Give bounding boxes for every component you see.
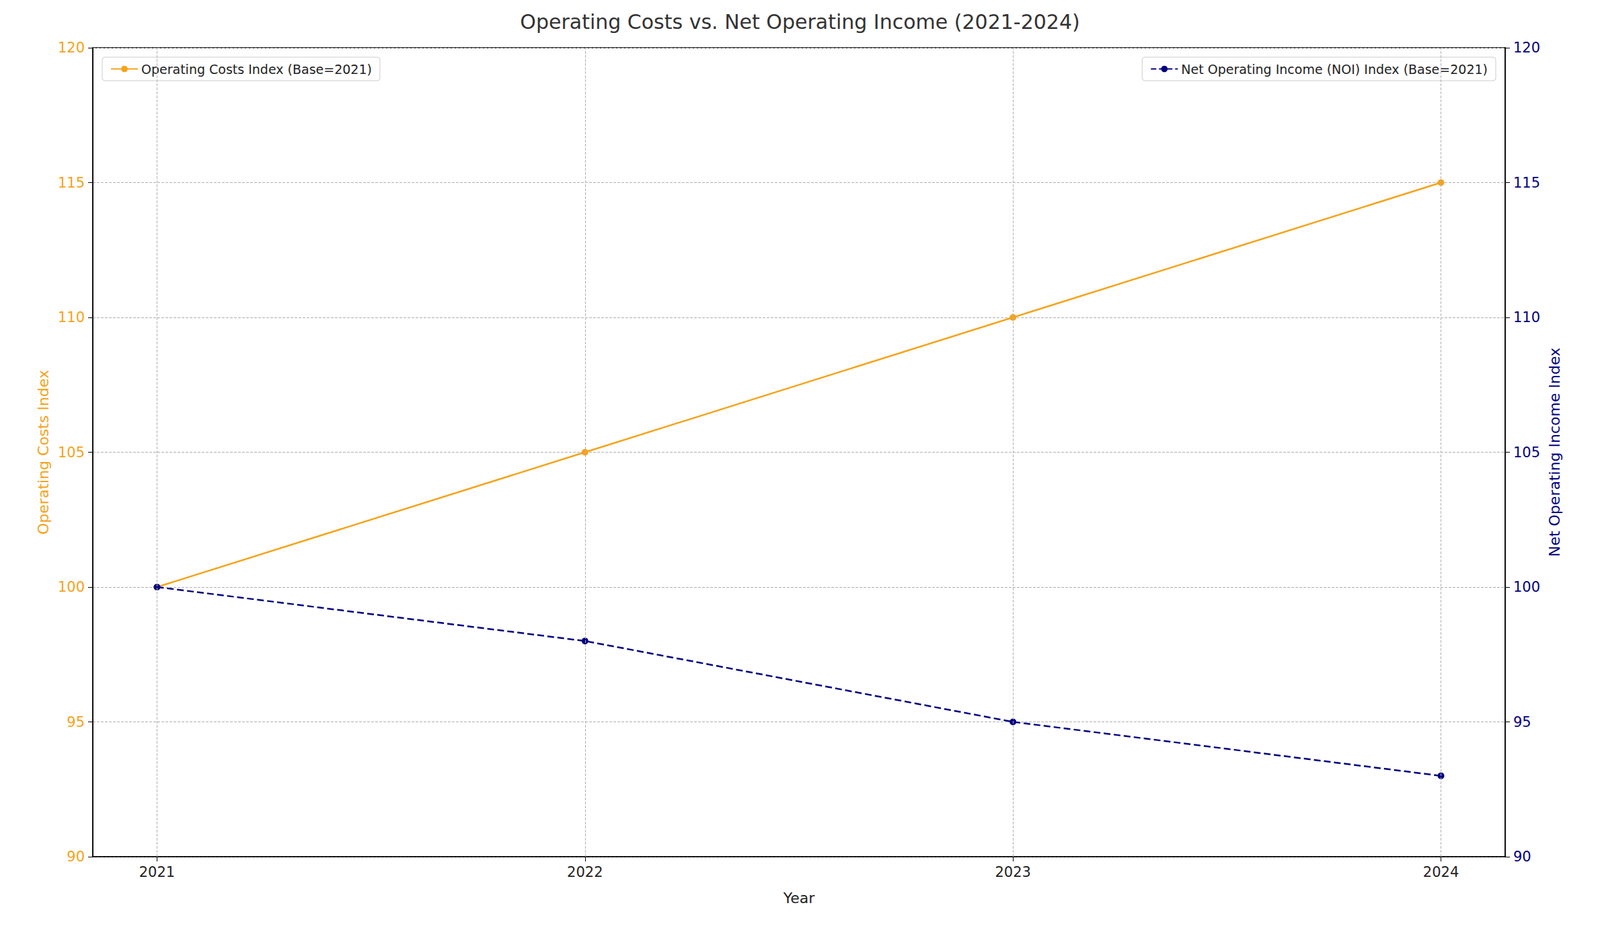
svg-text:110: 110 — [1513, 309, 1541, 326]
svg-text:115: 115 — [57, 174, 85, 192]
svg-text:95: 95 — [1513, 714, 1532, 731]
svg-text:Net Operating Income Index: Net Operating Income Index — [1546, 347, 1564, 557]
svg-text:Operating Costs Index: Operating Costs Index — [34, 369, 52, 535]
svg-text:120: 120 — [1513, 39, 1541, 56]
svg-text:2024: 2024 — [1423, 864, 1459, 881]
svg-text:2022: 2022 — [566, 864, 603, 881]
svg-text:Operating Costs Index (Base=20: Operating Costs Index (Base=2021) — [141, 61, 372, 77]
svg-text:100: 100 — [1513, 579, 1541, 596]
svg-text:105: 105 — [1513, 444, 1541, 461]
svg-text:Net Operating Income (NOI) Ind: Net Operating Income (NOI) Index (Base=2… — [1181, 61, 1488, 77]
svg-text:105: 105 — [57, 444, 85, 461]
svg-text:90: 90 — [1513, 848, 1532, 865]
svg-text:95: 95 — [66, 714, 85, 731]
svg-text:115: 115 — [1513, 174, 1541, 192]
svg-text:2023: 2023 — [994, 864, 1031, 881]
svg-text:110: 110 — [57, 309, 85, 326]
svg-text:100: 100 — [57, 579, 85, 596]
svg-text:120: 120 — [57, 39, 85, 56]
svg-text:Operating Costs vs. Net Operat: Operating Costs vs. Net Operating Income… — [519, 10, 1080, 34]
svg-text:90: 90 — [66, 848, 85, 865]
svg-text:Year: Year — [782, 889, 816, 907]
svg-text:2021: 2021 — [139, 864, 175, 881]
